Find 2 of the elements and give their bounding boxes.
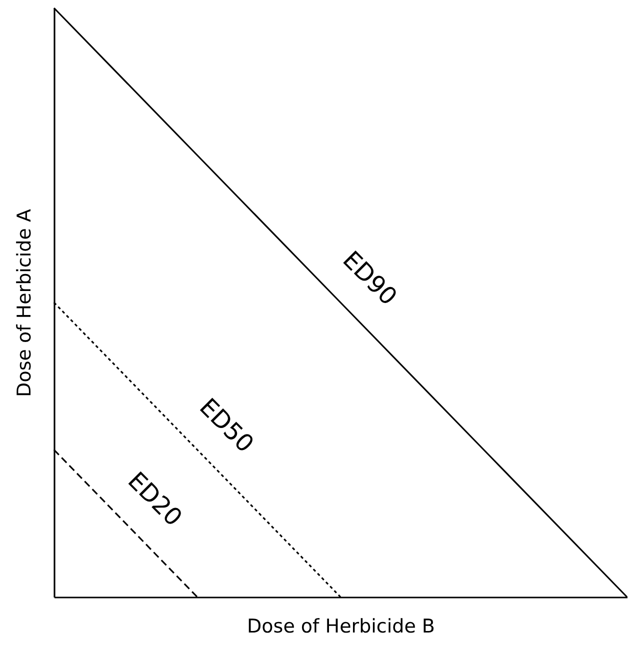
x-axis-title: Dose of Herbicide B [247,616,435,638]
y-axis-title: Dose of Herbicide A [14,209,36,397]
